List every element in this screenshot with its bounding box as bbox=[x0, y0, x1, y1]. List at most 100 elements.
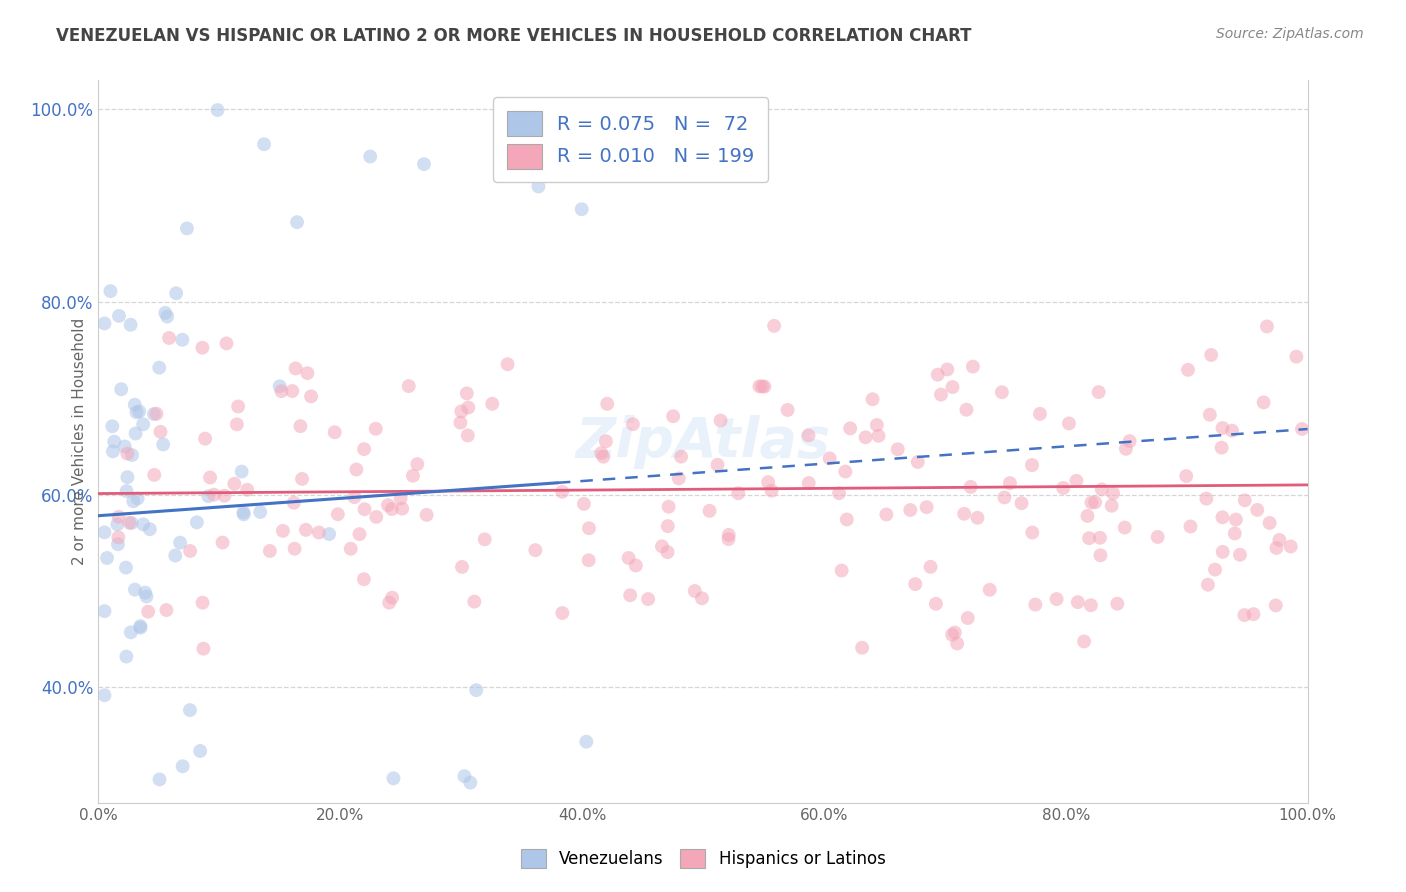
Point bbox=[904, 577, 927, 591]
Point bbox=[453, 769, 475, 783]
Point bbox=[145, 407, 167, 421]
Point bbox=[191, 341, 214, 355]
Point bbox=[1118, 434, 1140, 449]
Point bbox=[110, 382, 132, 396]
Point bbox=[828, 486, 851, 500]
Point bbox=[683, 584, 706, 599]
Point bbox=[1177, 363, 1199, 377]
Point bbox=[295, 523, 318, 537]
Point bbox=[93, 688, 115, 702]
Point bbox=[927, 368, 949, 382]
Point bbox=[107, 537, 129, 551]
Point bbox=[637, 592, 659, 607]
Point bbox=[224, 476, 246, 491]
Point bbox=[657, 545, 679, 559]
Point bbox=[1256, 319, 1278, 334]
Point bbox=[271, 524, 294, 538]
Point bbox=[323, 425, 346, 440]
Point bbox=[283, 496, 305, 510]
Point bbox=[579, 169, 602, 183]
Point bbox=[1011, 496, 1033, 510]
Point bbox=[121, 448, 143, 462]
Point bbox=[214, 489, 236, 503]
Point bbox=[285, 215, 308, 229]
Point bbox=[249, 505, 271, 519]
Point bbox=[748, 379, 770, 393]
Point bbox=[1268, 533, 1291, 547]
Point bbox=[658, 500, 681, 514]
Point bbox=[527, 179, 550, 194]
Point bbox=[855, 430, 877, 444]
Point bbox=[551, 606, 574, 620]
Point bbox=[457, 401, 479, 415]
Point bbox=[115, 649, 138, 664]
Point bbox=[149, 425, 172, 439]
Point bbox=[270, 384, 292, 399]
Point bbox=[308, 525, 330, 540]
Point bbox=[349, 527, 371, 541]
Point bbox=[595, 434, 617, 449]
Point bbox=[172, 333, 194, 347]
Point bbox=[353, 442, 375, 457]
Point bbox=[1175, 469, 1198, 483]
Point bbox=[1198, 408, 1220, 422]
Point bbox=[297, 366, 319, 380]
Point bbox=[915, 500, 938, 515]
Point bbox=[207, 103, 229, 117]
Point bbox=[93, 525, 115, 540]
Point bbox=[1285, 350, 1308, 364]
Point bbox=[132, 417, 155, 432]
Point bbox=[191, 596, 214, 610]
Point bbox=[450, 404, 472, 418]
Point bbox=[993, 491, 1015, 505]
Text: VENEZUELAN VS HISPANIC OR LATINO 2 OR MORE VEHICLES IN HOUSEHOLD CORRELATION CHA: VENEZUELAN VS HISPANIC OR LATINO 2 OR MO… bbox=[56, 27, 972, 45]
Point bbox=[1021, 525, 1043, 540]
Point bbox=[169, 535, 191, 549]
Point bbox=[1087, 385, 1109, 400]
Point bbox=[668, 471, 690, 485]
Point bbox=[839, 421, 862, 435]
Point bbox=[103, 434, 125, 449]
Point bbox=[415, 508, 437, 522]
Point bbox=[925, 597, 948, 611]
Point bbox=[592, 450, 614, 464]
Point bbox=[578, 553, 600, 567]
Point bbox=[120, 318, 142, 332]
Point bbox=[93, 317, 115, 331]
Point bbox=[148, 360, 170, 375]
Point bbox=[225, 417, 247, 432]
Point bbox=[1052, 481, 1074, 495]
Point bbox=[763, 318, 786, 333]
Point bbox=[621, 417, 644, 432]
Point bbox=[1211, 441, 1233, 455]
Point bbox=[797, 428, 820, 442]
Point bbox=[124, 582, 146, 597]
Text: ZipAtlas: ZipAtlas bbox=[575, 415, 831, 468]
Point bbox=[496, 357, 519, 371]
Point bbox=[115, 560, 138, 574]
Point bbox=[1102, 486, 1125, 500]
Point bbox=[955, 402, 977, 417]
Point bbox=[481, 397, 503, 411]
Point bbox=[259, 544, 281, 558]
Point bbox=[284, 541, 307, 556]
Point bbox=[378, 596, 401, 610]
Point bbox=[128, 404, 150, 418]
Point bbox=[1021, 458, 1043, 472]
Point bbox=[194, 432, 217, 446]
Point bbox=[359, 149, 381, 163]
Point bbox=[232, 508, 254, 522]
Point bbox=[135, 590, 157, 604]
Point bbox=[717, 532, 740, 546]
Point bbox=[756, 475, 779, 490]
Point bbox=[524, 543, 547, 558]
Point bbox=[1291, 422, 1313, 436]
Point bbox=[465, 683, 488, 698]
Point bbox=[929, 387, 952, 401]
Point bbox=[717, 528, 740, 542]
Point bbox=[105, 517, 128, 532]
Point bbox=[474, 533, 496, 547]
Point bbox=[179, 703, 201, 717]
Y-axis label: 2 or more Vehicles in Household: 2 or more Vehicles in Household bbox=[72, 318, 87, 566]
Point bbox=[389, 491, 412, 506]
